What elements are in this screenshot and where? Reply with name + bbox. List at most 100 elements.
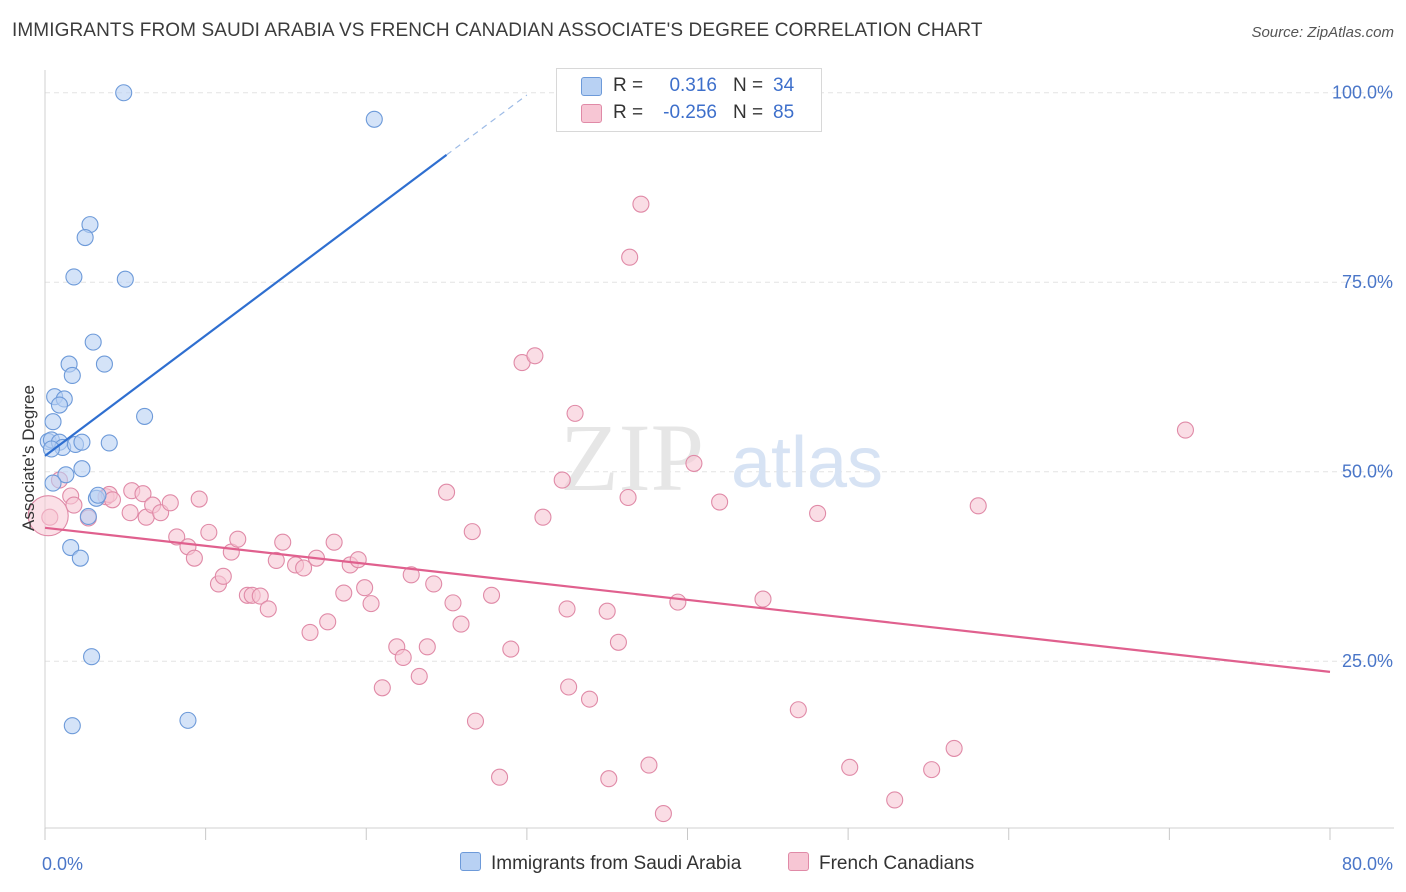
legend-r-value: -0.256 <box>663 102 717 123</box>
saudi-arabia-point <box>365 110 383 128</box>
legend-n-value: 34 <box>773 75 795 96</box>
french-canadians-point <box>274 533 292 551</box>
tick-labels: 100.0% 75.0% 50.0% 25.0% 0.0% 80.0% <box>42 83 1393 874</box>
bottom-legend-french-canadians: French Canadians <box>788 852 974 875</box>
french-canadians-point <box>809 504 827 522</box>
french-canadians-point <box>134 485 152 503</box>
french-canadians-point <box>600 770 618 788</box>
saudi-arabia-point <box>63 366 81 385</box>
french-canadians-point <box>685 454 703 472</box>
french-canadians-point <box>482 586 501 604</box>
french-canadians-point <box>526 347 544 365</box>
french-canadians-point <box>923 761 941 779</box>
axes <box>44 70 1394 840</box>
y-tick-label: 50.0% <box>1342 462 1393 482</box>
french-canadians-point <box>632 195 650 213</box>
french-canadians-point <box>580 690 599 708</box>
french-canadians-point <box>27 495 69 537</box>
legend-n-label: N = <box>733 102 764 123</box>
french-canadians-point <box>301 623 319 641</box>
french-canadians-point <box>185 549 203 567</box>
bottom-legend-label: French Canadians <box>819 853 975 874</box>
french-canadians-point <box>295 559 313 577</box>
saudi-arabia-trend-line <box>44 154 448 457</box>
legend-n-value: 85 <box>773 102 795 123</box>
french-canadians-point <box>553 471 571 489</box>
saudi-arabia-point <box>79 507 97 526</box>
saudi-arabia-point <box>50 396 69 414</box>
french-canadians-point <box>669 593 687 611</box>
saudi-arabia-point <box>73 433 91 451</box>
french-canadians-point <box>410 667 428 685</box>
y-axis-label: Associate's Degree <box>19 385 38 531</box>
saudi-arabia-point <box>76 228 94 247</box>
french-canadians-point <box>425 575 443 593</box>
saudi-arabia-trend-extension <box>446 94 528 156</box>
legend-r-label: R = <box>613 102 644 123</box>
french-canadians-point <box>349 551 367 569</box>
legend-r-label: R = <box>613 75 644 96</box>
legend-swatch-blue <box>581 77 602 96</box>
legend-r-value: 0.316 <box>669 75 717 96</box>
saudi-arabia-point <box>62 538 80 557</box>
french-canadians-point <box>418 638 436 656</box>
french-canadians-point <box>969 497 987 515</box>
french-canadians-point <box>754 590 772 608</box>
saudi-arabia-point <box>89 486 107 504</box>
french-canadians-point <box>502 640 520 658</box>
saudi-arabia-point <box>179 711 197 729</box>
saudi-arabia-point <box>71 549 89 567</box>
french-canadians-point <box>566 404 584 422</box>
french-canadians-point <box>534 508 552 526</box>
x-tick-label: 0.0% <box>42 854 83 874</box>
source-credit: Source: ZipAtlas.com <box>1251 24 1394 41</box>
saudi-arabia-point <box>115 84 133 102</box>
x-tick-label: 80.0% <box>1342 854 1393 874</box>
legend-swatch-pink <box>581 104 602 123</box>
grid-lines <box>45 92 1394 662</box>
saudi-arabia-point <box>83 648 101 666</box>
french-canadians-point <box>945 739 963 757</box>
y-tick-label: 25.0% <box>1342 651 1393 671</box>
french-canadians-point <box>190 490 208 508</box>
french-canadians-point <box>214 567 232 585</box>
french-canadians-point <box>402 566 420 584</box>
bottom-legend-label: Immigrants from Saudi Arabia <box>491 853 742 874</box>
french-canadians-point <box>362 595 380 613</box>
saudi-arabia-point <box>63 717 81 735</box>
french-canadians-point <box>319 613 337 631</box>
saudi-arabia-point <box>95 355 113 373</box>
french-canadians-trend-line <box>44 526 1331 673</box>
legend-n-label: N = <box>733 75 764 96</box>
trend-lines <box>44 94 1331 673</box>
saudi-arabia-point <box>84 333 102 351</box>
french-canadians-point <box>560 678 578 696</box>
french-canadians-point <box>325 533 343 551</box>
french-canadians-point <box>438 483 456 501</box>
french-canadians-point <box>335 584 353 602</box>
french-canadians-point <box>394 648 412 667</box>
french-canadians-point <box>598 602 616 620</box>
french-canadians-point <box>444 594 462 612</box>
french-canadians-point <box>558 600 576 618</box>
french-canadians-point <box>200 523 218 541</box>
french-canadians-point <box>1176 421 1194 439</box>
french-canadians-point <box>886 791 904 809</box>
french-canadians-point <box>65 496 83 514</box>
french-canadians-point <box>711 493 729 511</box>
saudi-arabia-point <box>44 474 62 492</box>
saudi-arabia-point <box>136 407 154 425</box>
french-canadians-point <box>841 758 859 776</box>
french-canadians-point <box>621 248 639 266</box>
bottom-legend-swatch-pink <box>788 852 809 871</box>
french-canadians-point <box>259 600 277 618</box>
french-canadians-point <box>640 756 658 774</box>
french-canadians-point <box>789 701 807 719</box>
french-canadians-point <box>121 504 139 522</box>
french-canadians-point <box>168 528 186 546</box>
bottom-legend-saudi-arabia: Immigrants from Saudi Arabia <box>460 852 741 875</box>
french-canadians-point <box>267 551 285 569</box>
french-canadians-point <box>103 491 122 509</box>
saudi-arabia-point <box>65 268 83 286</box>
saudi-arabia-point <box>116 270 134 288</box>
